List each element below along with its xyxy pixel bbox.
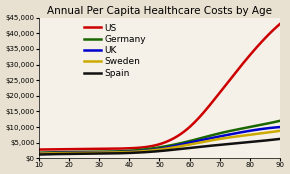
Line: UK: UK: [39, 127, 280, 153]
Spain: [37, 153, 41, 156]
Sweden: [37, 153, 41, 155]
US: [180, 132, 183, 135]
Germany: [181, 142, 184, 144]
Spain: [181, 148, 184, 150]
Line: Sweden: Sweden: [39, 131, 280, 154]
US: [185, 129, 188, 131]
UK: [240, 131, 244, 133]
US: [38, 148, 41, 151]
Spain: [180, 148, 183, 150]
US: [256, 45, 259, 48]
Line: US: US: [39, 24, 280, 149]
Spain: [278, 138, 282, 140]
Germany: [180, 142, 183, 144]
UK: [256, 129, 259, 131]
Germany: [256, 125, 259, 127]
US: [181, 132, 184, 134]
Sweden: [181, 145, 184, 147]
Spain: [185, 147, 188, 149]
Line: Spain: Spain: [39, 139, 280, 155]
Sweden: [256, 133, 259, 135]
Germany: [37, 152, 41, 154]
Spain: [38, 153, 41, 156]
UK: [38, 152, 41, 154]
Germany: [278, 120, 282, 122]
UK: [278, 126, 282, 128]
Legend: US, Germany, UK, Sweden, Spain: US, Germany, UK, Sweden, Spain: [84, 24, 146, 78]
US: [37, 148, 41, 151]
Sweden: [278, 130, 282, 132]
Title: Annual Per Capita Healthcare Costs by Age: Annual Per Capita Healthcare Costs by Ag…: [47, 6, 272, 15]
Line: Germany: Germany: [39, 121, 280, 153]
UK: [37, 152, 41, 154]
US: [240, 64, 244, 66]
UK: [181, 143, 184, 145]
Sweden: [240, 135, 244, 137]
UK: [185, 142, 188, 144]
Spain: [256, 140, 259, 142]
Germany: [38, 152, 41, 154]
Germany: [240, 128, 244, 130]
Sweden: [185, 144, 188, 146]
Sweden: [180, 145, 183, 147]
Germany: [185, 141, 188, 143]
Spain: [240, 142, 244, 144]
US: [278, 23, 282, 25]
Sweden: [38, 153, 41, 155]
UK: [180, 143, 183, 145]
